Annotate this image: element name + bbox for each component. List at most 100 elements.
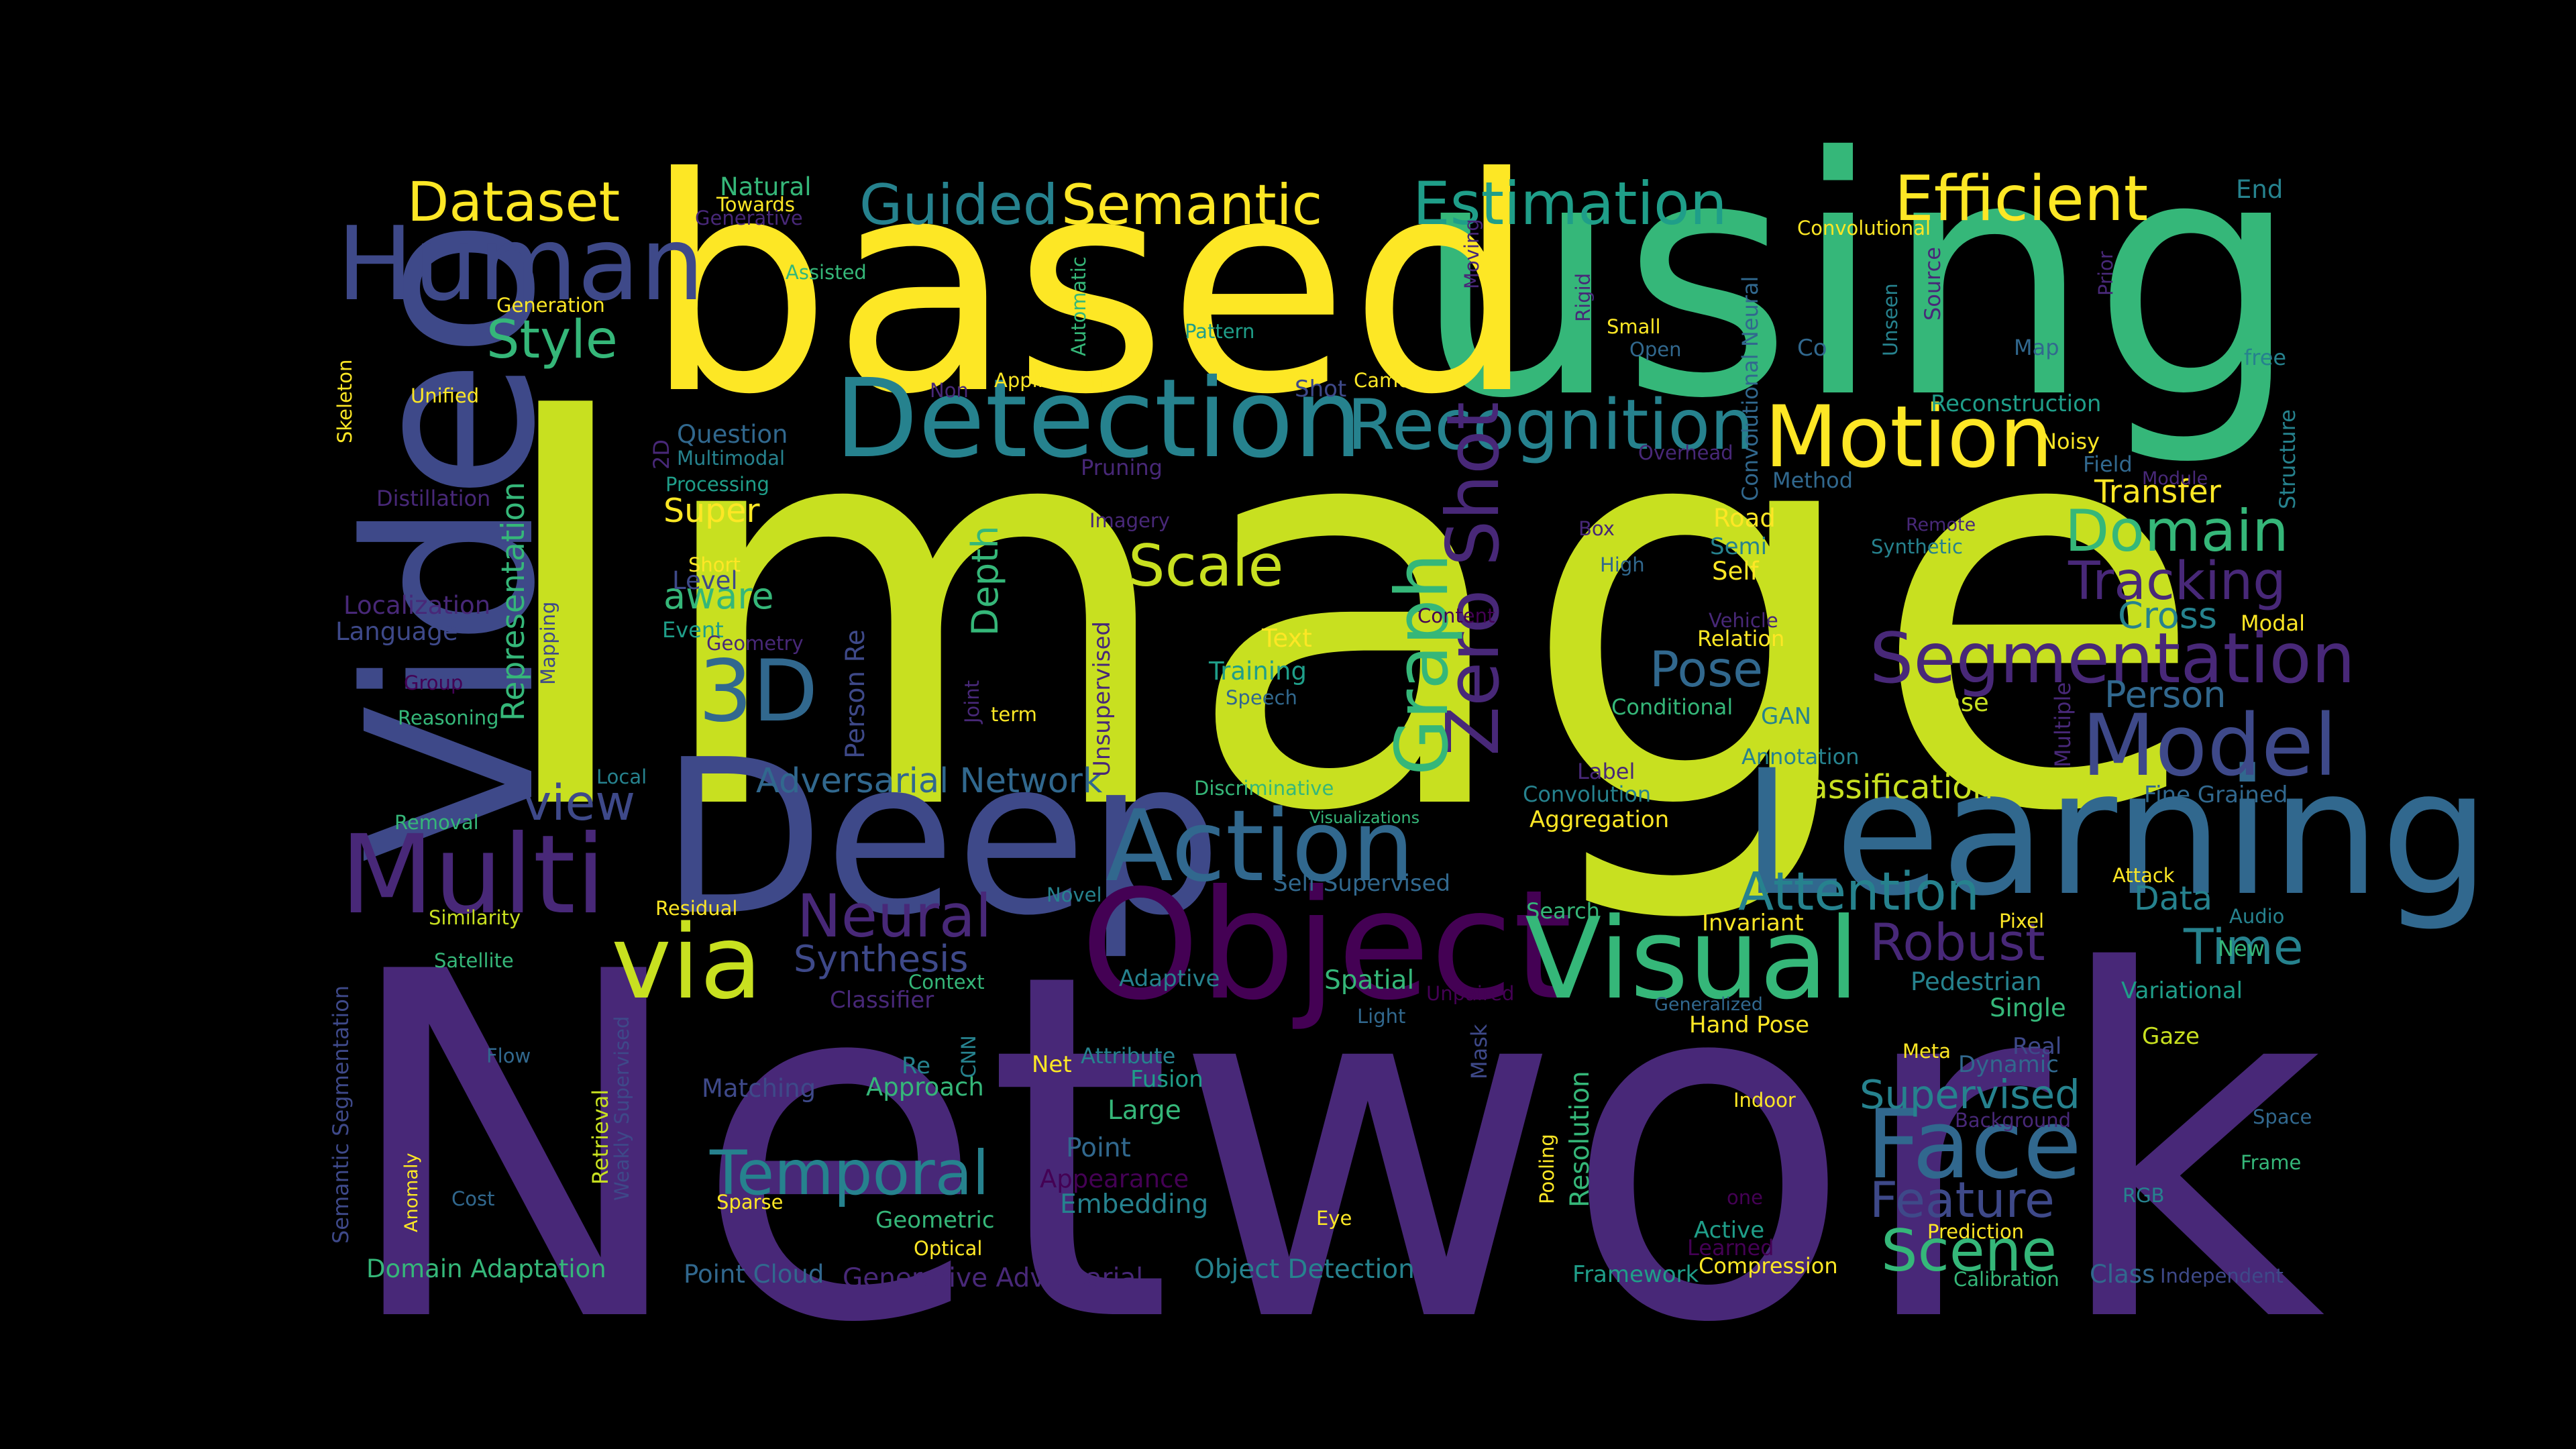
word-rigid: Rigid xyxy=(1572,272,1595,322)
word-conditional: Conditional xyxy=(1611,694,1733,720)
word-pooling: Pooling xyxy=(1536,1134,1558,1204)
word-point: Point xyxy=(1066,1133,1131,1163)
word-weakly-supervised: Weakly Supervised xyxy=(610,1016,633,1201)
word-unified: Unified xyxy=(411,384,480,407)
word-shot: Shot xyxy=(1295,376,1347,402)
word-free: free xyxy=(2244,345,2287,370)
word-speech: Speech xyxy=(1226,686,1297,709)
word-class: Class xyxy=(2090,1260,2155,1289)
word-graph: Graph xyxy=(1381,553,1464,775)
word-representation: Representation xyxy=(495,482,532,721)
word-high: High xyxy=(1600,553,1645,576)
word-classification: Classification xyxy=(1776,768,1994,806)
word-object-detection: Object Detection xyxy=(1194,1254,1415,1285)
word-light: Light xyxy=(1357,1005,1406,1028)
word-novel: Novel xyxy=(1046,883,1102,906)
word-localization: Localization xyxy=(343,591,491,620)
word-visualizations: Visualizations xyxy=(1309,808,1420,827)
word-vehicle: Vehicle xyxy=(1709,609,1778,632)
word-detection: Detection xyxy=(835,356,1362,482)
word-source: Source xyxy=(1920,247,1945,321)
word-indoor: Indoor xyxy=(1733,1089,1796,1112)
word-box: Box xyxy=(1578,517,1615,540)
word-content: Content xyxy=(1417,604,1495,627)
word-temporal: Temporal xyxy=(710,1138,989,1209)
word-natural: Natural xyxy=(720,172,812,201)
word-tracking: Tracking xyxy=(2068,551,2286,612)
word-mapping: Mapping xyxy=(537,601,559,685)
word-resolution: Resolution xyxy=(1565,1071,1595,1208)
word-relation: Relation xyxy=(1697,626,1785,651)
word-attention: Attention xyxy=(1738,862,1980,922)
word-pose: Pose xyxy=(1650,641,1764,698)
word-mask: Mask xyxy=(1466,1024,1492,1079)
word-recognition: Recognition xyxy=(1347,385,1754,466)
word-non: Non xyxy=(930,379,969,402)
word-self: Self xyxy=(1712,557,1759,586)
word-motion: Motion xyxy=(1764,387,2053,486)
word-convolutional: Convolutional xyxy=(1797,217,1931,239)
word-generative-adversarial: Generative Adversarial xyxy=(843,1263,1144,1293)
word-semi: Semi xyxy=(1710,533,1768,560)
word-convolution: Convolution xyxy=(1523,782,1652,807)
word-supervised: Supervised xyxy=(1860,1071,2080,1118)
word-distillation: Distillation xyxy=(376,486,491,511)
word-assisted: Assisted xyxy=(786,261,867,284)
word-aggregation: Aggregation xyxy=(1529,806,1670,833)
word-pedestrian: Pedestrian xyxy=(1911,967,2042,996)
word-guided: Guided xyxy=(859,172,1059,237)
word-compression: Compression xyxy=(1699,1253,1838,1279)
word-field: Field xyxy=(2083,451,2133,477)
word-pruning: Pruning xyxy=(1081,455,1163,480)
word-cross: Cross xyxy=(2118,594,2218,637)
word-point-cloud: Point Cloud xyxy=(684,1260,824,1289)
word-fine-grained: Fine Grained xyxy=(2144,782,2288,808)
word-efficient: Efficient xyxy=(1894,162,2149,235)
word-modal: Modal xyxy=(2241,610,2305,636)
word-segmentation: Segmentation xyxy=(1870,619,2355,699)
word-self-supervised: Self Supervised xyxy=(1273,870,1451,897)
word-meta: Meta xyxy=(1902,1040,1951,1063)
word-generative: Generative xyxy=(695,207,803,229)
word-generation: Generation xyxy=(496,294,605,317)
word-dynamic: Dynamic xyxy=(1958,1051,2059,1078)
word-net: Net xyxy=(1032,1051,1072,1078)
word-estimation: Estimation xyxy=(1413,169,1727,238)
word-map: Map xyxy=(2014,335,2059,360)
word-view: view xyxy=(523,775,636,832)
word-pixel: Pixel xyxy=(1999,910,2045,932)
word-spatial: Spatial xyxy=(1324,965,1415,996)
word-small: Small xyxy=(1607,315,1661,338)
word-automatic: Automatic xyxy=(1067,256,1090,356)
word-term: term xyxy=(991,703,1037,726)
word-road: Road xyxy=(1713,504,1776,533)
word-scene: Scene xyxy=(1881,1218,2057,1285)
word-approach: Approach xyxy=(866,1073,984,1102)
word-training: Training xyxy=(1209,657,1307,686)
word-reconstruction: Reconstruction xyxy=(1931,390,2102,417)
word-invariant: Invariant xyxy=(1702,910,1804,936)
word-convolutional-neural: Convolutional Neural xyxy=(1737,276,1763,501)
word-text: Text xyxy=(1262,624,1312,653)
word-adaptive: Adaptive xyxy=(1119,965,1220,992)
word-gaze: Gaze xyxy=(2142,1023,2200,1050)
word-level: Level xyxy=(672,566,738,595)
word-adversarial-network: Adversarial Network xyxy=(756,761,1103,801)
word-semantic: Semantic xyxy=(1061,172,1323,237)
word-discriminative: Discriminative xyxy=(1194,777,1334,800)
word-network: Network xyxy=(337,873,2326,1427)
word-via: via xyxy=(611,903,763,1022)
word-open: Open xyxy=(1629,338,1682,361)
word-new: New xyxy=(2218,936,2265,961)
word-re: Re xyxy=(902,1053,931,1079)
word-appearance: Appearance xyxy=(1040,1165,1189,1193)
word-group: Group xyxy=(404,672,464,694)
word-pattern: Pattern xyxy=(1185,320,1255,343)
word-attack: Attack xyxy=(2112,864,2175,887)
word-end: End xyxy=(2236,175,2284,204)
word-generalized: Generalized xyxy=(1654,994,1763,1015)
word-space: Space xyxy=(2253,1106,2312,1128)
word-multiple: Multiple xyxy=(2050,682,2076,767)
word-person: Person xyxy=(2104,674,2226,716)
